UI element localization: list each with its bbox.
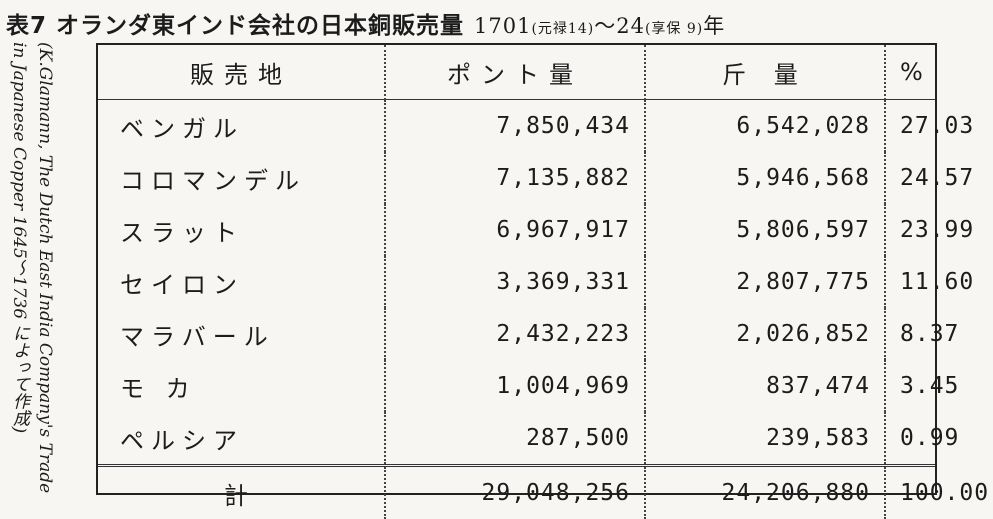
cell-pond: 2,432,223 <box>385 308 645 360</box>
cell-pond: 7,135,882 <box>385 152 645 204</box>
total-percent: 100.00 <box>885 466 935 519</box>
table-row: スラット 6,967,917 5,806,597 23.99 <box>98 204 935 256</box>
title-start-era: (元禄14) <box>531 21 594 37</box>
cell-percent: 8.37 <box>885 308 935 360</box>
cell-place: コロマンデル <box>98 152 385 204</box>
sales-table: 販売地 ポント量 斤 量 % ベンガル 7,850,434 6,542,028 … <box>96 43 937 495</box>
cell-percent: 23.99 <box>885 204 935 256</box>
title-end-year: 24 <box>616 14 645 38</box>
cell-place: ペルシア <box>98 412 385 466</box>
table-row: ペルシア 287,500 239,583 0.99 <box>98 412 935 466</box>
cell-place: マラバール <box>98 308 385 360</box>
header-place: 販売地 <box>98 45 385 100</box>
cell-percent: 27.03 <box>885 100 935 153</box>
cell-kin: 5,806,597 <box>645 204 885 256</box>
header-kin: 斤 量 <box>645 45 885 100</box>
cell-place: モ カ <box>98 360 385 412</box>
total-pond: 29,048,256 <box>385 466 645 519</box>
sales-table-grid: 販売地 ポント量 斤 量 % ベンガル 7,850,434 6,542,028 … <box>98 45 935 519</box>
cell-kin: 837,474 <box>645 360 885 412</box>
cell-place: ベンガル <box>98 100 385 153</box>
cell-kin: 2,807,775 <box>645 256 885 308</box>
table-row: ベンガル 7,850,434 6,542,028 27.03 <box>98 100 935 153</box>
source-note-line1: (K.Glamann, The Dutch East India Company… <box>30 42 60 502</box>
cell-kin: 5,946,568 <box>645 152 885 204</box>
total-label: 計 <box>98 466 385 519</box>
cell-pond: 1,004,969 <box>385 360 645 412</box>
title-end-era: (享保 9) <box>645 21 703 37</box>
cell-percent: 24.57 <box>885 152 935 204</box>
cell-pond: 7,850,434 <box>385 100 645 153</box>
header-percent: % <box>885 45 935 100</box>
cell-place: スラット <box>98 204 385 256</box>
cell-percent: 0.99 <box>885 412 935 466</box>
table-row: セイロン 3,369,331 2,807,775 11.60 <box>98 256 935 308</box>
cell-percent: 3.45 <box>885 360 935 412</box>
table-title: 表7 オランダ東インド会社の日本銅販売量 1701(元禄14)〜24(享保 9)年 <box>6 6 725 40</box>
total-row: 計 29,048,256 24,206,880 100.00 <box>98 466 935 519</box>
cell-pond: 287,500 <box>385 412 645 466</box>
title-years: 1701(元禄14)〜24(享保 9)年 <box>474 14 725 38</box>
cell-kin: 6,542,028 <box>645 100 885 153</box>
title-main: 表7 オランダ東インド会社の日本銅販売量 <box>6 13 464 39</box>
cell-place: セイロン <box>98 256 385 308</box>
header-pond: ポント量 <box>385 45 645 100</box>
table-row: モ カ 1,004,969 837,474 3.45 <box>98 360 935 412</box>
title-range-sep: 〜 <box>594 14 616 38</box>
source-note-line2: in Japanese Copper 1645〜1736 によって作成) <box>4 42 34 502</box>
cell-pond: 6,967,917 <box>385 204 645 256</box>
cell-pond: 3,369,331 <box>385 256 645 308</box>
title-start-year: 1701 <box>474 14 531 38</box>
title-suffix: 年 <box>703 14 725 38</box>
header-row: 販売地 ポント量 斤 量 % <box>98 45 935 100</box>
total-kin: 24,206,880 <box>645 466 885 519</box>
cell-kin: 239,583 <box>645 412 885 466</box>
table-row: マラバール 2,432,223 2,026,852 8.37 <box>98 308 935 360</box>
cell-percent: 11.60 <box>885 256 935 308</box>
table-row: コロマンデル 7,135,882 5,946,568 24.57 <box>98 152 935 204</box>
cell-kin: 2,026,852 <box>645 308 885 360</box>
